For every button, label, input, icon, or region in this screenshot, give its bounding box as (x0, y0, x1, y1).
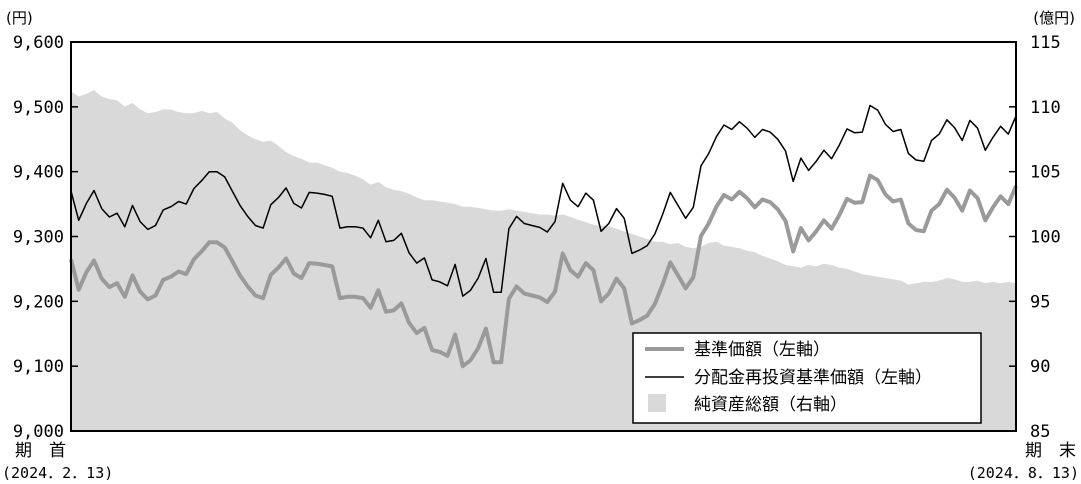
right-axis-unit: (億円) (1033, 9, 1075, 27)
right-tick-label-1: 90 (1030, 357, 1050, 377)
left-tick-label-6: 9,600 (13, 33, 64, 53)
left-tick-label-4: 9,400 (13, 163, 64, 183)
line-layer (69, 104, 1018, 369)
series-line-1 (70, 104, 1017, 297)
legend-label-reinvest: 分配金再投資基準価額（左軸） (694, 368, 932, 388)
left-tick-label-3: 9,300 (13, 228, 64, 248)
left-axis-unit: (円) (6, 9, 33, 27)
right-tick-label-0: 85 (1030, 422, 1050, 442)
right-tick-label-3: 100 (1030, 228, 1061, 248)
x-start-date: (2024．2．13) (2, 464, 113, 482)
left-tick-label-1: 9,100 (13, 357, 64, 377)
right-tick-label-4: 105 (1030, 163, 1061, 183)
left-tick-label-5: 9,500 (13, 98, 64, 118)
legend: 基準価額（左軸） 分配金再投資基準価額（左軸） 純資産総額（右軸） (632, 332, 982, 424)
legend-label-nav: 基準価額（左軸） (694, 340, 830, 360)
right-tick-label-2: 95 (1030, 292, 1050, 312)
left-tick-label-0: 9,000 (13, 422, 64, 442)
tick-layer: 9,000 9,100 9,200 9,300 9,400 9,500 9,600 85 90 9… (13, 33, 1061, 442)
x-end-date: (2024．8．13) (968, 464, 1079, 482)
left-tick-label-2: 9,200 (13, 292, 64, 312)
legend-box (632, 332, 982, 424)
right-tick-label-6: 115 (1030, 33, 1061, 53)
right-tick-label-5: 110 (1030, 98, 1061, 118)
x-start-label: 期 首 (15, 441, 66, 461)
series-line-0 (69, 173, 1018, 369)
x-end-label: 期 末 (1025, 441, 1076, 461)
legend-swatch-assets (648, 394, 666, 412)
legend-label-assets: 純資産総額（右軸） (694, 395, 847, 415)
